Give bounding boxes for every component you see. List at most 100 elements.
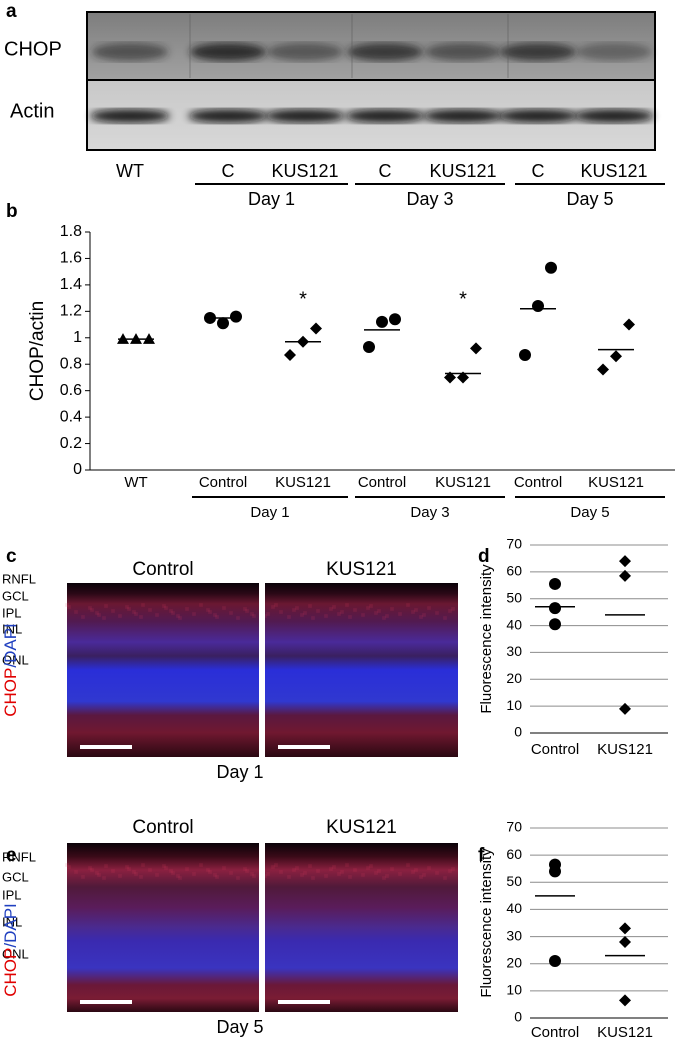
speckle [171,871,175,875]
x-tick-label: Control [531,1024,579,1041]
lane-label: C [222,161,235,181]
speckle [222,866,226,870]
point [230,310,242,323]
speckle [419,875,423,879]
speckle [74,870,78,874]
speckle [206,608,210,612]
speckle [332,865,336,869]
speckle [411,870,415,874]
layer-label: GCL [2,588,29,603]
speckle [300,613,304,617]
point [444,371,456,384]
speckle [155,873,159,877]
speckle [308,604,312,608]
speckle [65,863,69,867]
y-tick-label: 1.8 [60,223,82,240]
point [597,363,609,376]
speckle [374,871,378,875]
image-title: KUS121 [326,559,397,580]
speckle [382,616,386,620]
speckle [295,866,299,870]
speckle [451,607,455,611]
y-tick-label: 60 [506,563,522,579]
speckle [382,876,386,880]
layer-label: RNFL [2,571,36,586]
speckle [337,872,341,876]
image-title: Control [132,817,193,838]
annotation: * [459,288,467,310]
speckle [215,875,219,879]
speckle [90,608,94,612]
layer-label: INL [2,621,22,636]
speckle [411,610,415,614]
y-tick-label: 30 [506,643,522,659]
point [619,922,631,935]
chop-band [347,43,423,61]
x-tick-label: Control [199,474,247,491]
speckle [369,864,373,868]
chop-band [190,43,266,61]
point [619,555,631,568]
speckle [348,615,352,619]
point [549,602,561,615]
layer-label: RNFL [2,849,36,864]
speckle [125,605,129,609]
speckle [353,608,357,612]
speckle [369,604,373,608]
speckle [148,868,152,872]
speckle [169,869,173,873]
speckle [443,876,447,880]
speckle [185,607,189,611]
lane-label: KUS121 [429,161,496,181]
stain-dapi: /DAPI [1,903,20,947]
speckle [324,874,328,878]
speckle [245,869,249,873]
speckle [448,609,452,613]
speckle [316,609,320,613]
point [623,318,635,331]
point [389,313,401,326]
speckle [308,864,312,868]
x-tick-label: KUS121 [275,474,331,491]
group-label: Day 5 [570,504,609,521]
separator [259,583,265,757]
speckle [398,872,402,876]
speckle [250,612,254,616]
actin-band [423,109,503,123]
speckle [141,863,145,867]
speckle [427,866,431,870]
micrograph [67,583,259,757]
speckle [414,868,418,872]
point [619,702,631,715]
speckle [213,613,217,617]
speckle [111,869,115,873]
y-tick-label: 0.8 [60,355,82,372]
speckle [329,867,333,871]
speckle [435,611,439,615]
speckle [164,606,168,610]
lane-label: KUS121 [580,161,647,181]
speckle [162,864,166,868]
speckle [127,607,131,611]
speckle [292,868,296,872]
panel-label: a [6,1,17,22]
speckle [303,611,307,615]
speckle [192,612,196,616]
speckle [111,609,115,613]
speckle [252,614,256,618]
speckle [274,603,278,607]
speckle [139,615,143,619]
layer-label: ONL [2,946,29,961]
x-tick-label: WT [124,474,147,491]
layer-label: IPL [2,605,22,620]
speckle [345,603,349,607]
speckle [311,876,315,880]
layer-label: ONL [2,652,29,667]
stain-label: CHOP/DAPI [1,903,20,997]
speckle [132,870,136,874]
speckle [88,606,92,610]
speckle [90,868,94,872]
layer-label: GCL [2,869,29,884]
